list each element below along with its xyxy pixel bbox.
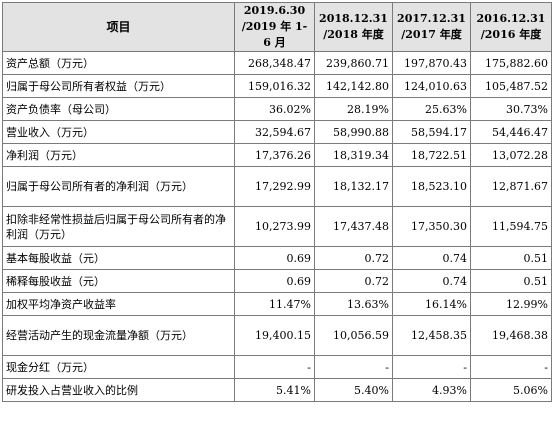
row-value: 12,458.35 <box>392 315 471 356</box>
table-row: 营业收入（万元） 32,594.67 58,990.88 58,594.17 5… <box>2 120 552 144</box>
financial-indicators-table: 项目 2019.6.30 /2019 年 1-6 月 2018.12.31 /2… <box>2 2 552 402</box>
table-row: 归属于母公司所有者权益（万元） 159,016.32 142,142.80 12… <box>2 74 552 98</box>
table-row: 归属于母公司所有者的净利润（万元） 17,292.99 18,132.17 18… <box>2 166 552 207</box>
row-value: 17,292.99 <box>234 166 315 207</box>
header-period-2019: 2019.6.30 /2019 年 1-6 月 <box>234 2 315 52</box>
row-value: 0.69 <box>234 269 315 293</box>
header-item: 项目 <box>2 2 235 52</box>
row-label: 研发投入占营业收入的比例 <box>2 378 235 402</box>
table-row: 资产总额（万元） 268,348.47 239,860.71 197,870.4… <box>2 51 552 75</box>
row-label: 扣除非经常性损益后归属于母公司所有者的净利润（万元） <box>2 206 235 247</box>
row-value: - <box>314 355 393 379</box>
row-label: 营业收入（万元） <box>2 120 235 144</box>
row-value: 58,990.88 <box>314 120 393 144</box>
row-label: 净利润（万元） <box>2 143 235 167</box>
header-period-date: 2017.12.31 <box>397 12 466 25</box>
row-value: 268,348.47 <box>234 51 315 75</box>
header-period-2018: 2018.12.31 /2018 年度 <box>314 2 393 52</box>
row-value: 58,594.17 <box>392 120 471 144</box>
row-value: 159,016.32 <box>234 74 315 98</box>
row-value: 0.72 <box>314 269 393 293</box>
row-value: 16.14% <box>392 292 471 316</box>
row-value: 5.40% <box>314 378 393 402</box>
header-period-label: /2016 年度 <box>480 28 542 41</box>
row-value: 124,010.63 <box>392 74 471 98</box>
row-value: 142,142.80 <box>314 74 393 98</box>
row-label: 归属于母公司所有者权益（万元） <box>2 74 235 98</box>
row-value: 197,870.43 <box>392 51 471 75</box>
row-value: 175,882.60 <box>470 51 552 75</box>
row-value: 36.02% <box>234 97 315 121</box>
table-header-row: 项目 2019.6.30 /2019 年 1-6 月 2018.12.31 /2… <box>2 2 552 52</box>
row-value: 18,722.51 <box>392 143 471 167</box>
row-value: 10,273.99 <box>234 206 315 247</box>
row-value: 12,871.67 <box>470 166 552 207</box>
row-value: 18,319.34 <box>314 143 393 167</box>
row-value: 11.47% <box>234 292 315 316</box>
header-period-date: 2018.12.31 <box>319 12 388 25</box>
row-value: 18,132.17 <box>314 166 393 207</box>
row-value: 0.74 <box>392 269 471 293</box>
table-row: 基本每股收益（元） 0.69 0.72 0.74 0.51 <box>2 246 552 270</box>
row-value: 0.51 <box>470 246 552 270</box>
row-value: 0.69 <box>234 246 315 270</box>
row-value: 54,446.47 <box>470 120 552 144</box>
row-value: 32,594.67 <box>234 120 315 144</box>
row-value: 13,072.28 <box>470 143 552 167</box>
header-period-label: /2019 年 1-6 月 <box>241 20 308 49</box>
row-label: 加权平均净资产收益率 <box>2 292 235 316</box>
table-row: 稀释每股收益（元） 0.69 0.72 0.74 0.51 <box>2 269 552 293</box>
row-value: 13.63% <box>314 292 393 316</box>
row-value: - <box>234 355 315 379</box>
table-row: 经营活动产生的现金流量净额（万元） 19,400.15 10,056.59 12… <box>2 315 552 356</box>
header-period-label: /2018 年度 <box>323 28 384 41</box>
row-label: 基本每股收益（元） <box>2 246 235 270</box>
row-value: 0.51 <box>470 269 552 293</box>
header-period-2016: 2016.12.31 /2016 年度 <box>470 2 552 52</box>
row-value: 5.41% <box>234 378 315 402</box>
table-row: 扣除非经常性损益后归属于母公司所有者的净利润（万元） 10,273.99 17,… <box>2 206 552 247</box>
row-label: 现金分红（万元） <box>2 355 235 379</box>
row-label: 资产总额（万元） <box>2 51 235 75</box>
row-value: 239,860.71 <box>314 51 393 75</box>
table-row: 现金分红（万元） - - - - <box>2 355 552 379</box>
row-value: 0.74 <box>392 246 471 270</box>
header-period-2017: 2017.12.31 /2017 年度 <box>392 2 471 52</box>
row-value: 25.63% <box>392 97 471 121</box>
row-label: 经营活动产生的现金流量净额（万元） <box>2 315 235 356</box>
row-value: 5.06% <box>470 378 552 402</box>
row-value: 105,487.52 <box>470 74 552 98</box>
header-period-label: /2017 年度 <box>401 28 462 41</box>
row-value: 4.93% <box>392 378 471 402</box>
row-value: 17,376.26 <box>234 143 315 167</box>
row-value: 19,468.38 <box>470 315 552 356</box>
row-value: 30.73% <box>470 97 552 121</box>
row-value: 0.72 <box>314 246 393 270</box>
row-value: 17,350.30 <box>392 206 471 247</box>
table-row: 加权平均净资产收益率 11.47% 13.63% 16.14% 12.99% <box>2 292 552 316</box>
row-value: 17,437.48 <box>314 206 393 247</box>
row-label: 归属于母公司所有者的净利润（万元） <box>2 166 235 207</box>
row-label: 稀释每股收益（元） <box>2 269 235 293</box>
row-value: 28.19% <box>314 97 393 121</box>
table-row: 净利润（万元） 17,376.26 18,319.34 18,722.51 13… <box>2 143 552 167</box>
row-label: 资产负债率（母公司） <box>2 97 235 121</box>
row-value: - <box>392 355 471 379</box>
row-value: - <box>470 355 552 379</box>
row-value: 10,056.59 <box>314 315 393 356</box>
row-value: 11,594.75 <box>470 206 552 247</box>
header-period-date: 2016.12.31 <box>476 12 546 25</box>
table-row: 研发投入占营业收入的比例 5.41% 5.40% 4.93% 5.06% <box>2 378 552 402</box>
row-value: 12.99% <box>470 292 552 316</box>
header-period-date: 2019.6.30 <box>243 4 306 17</box>
row-value: 18,523.10 <box>392 166 471 207</box>
table-row: 资产负债率（母公司） 36.02% 28.19% 25.63% 30.73% <box>2 97 552 121</box>
row-value: 19,400.15 <box>234 315 315 356</box>
